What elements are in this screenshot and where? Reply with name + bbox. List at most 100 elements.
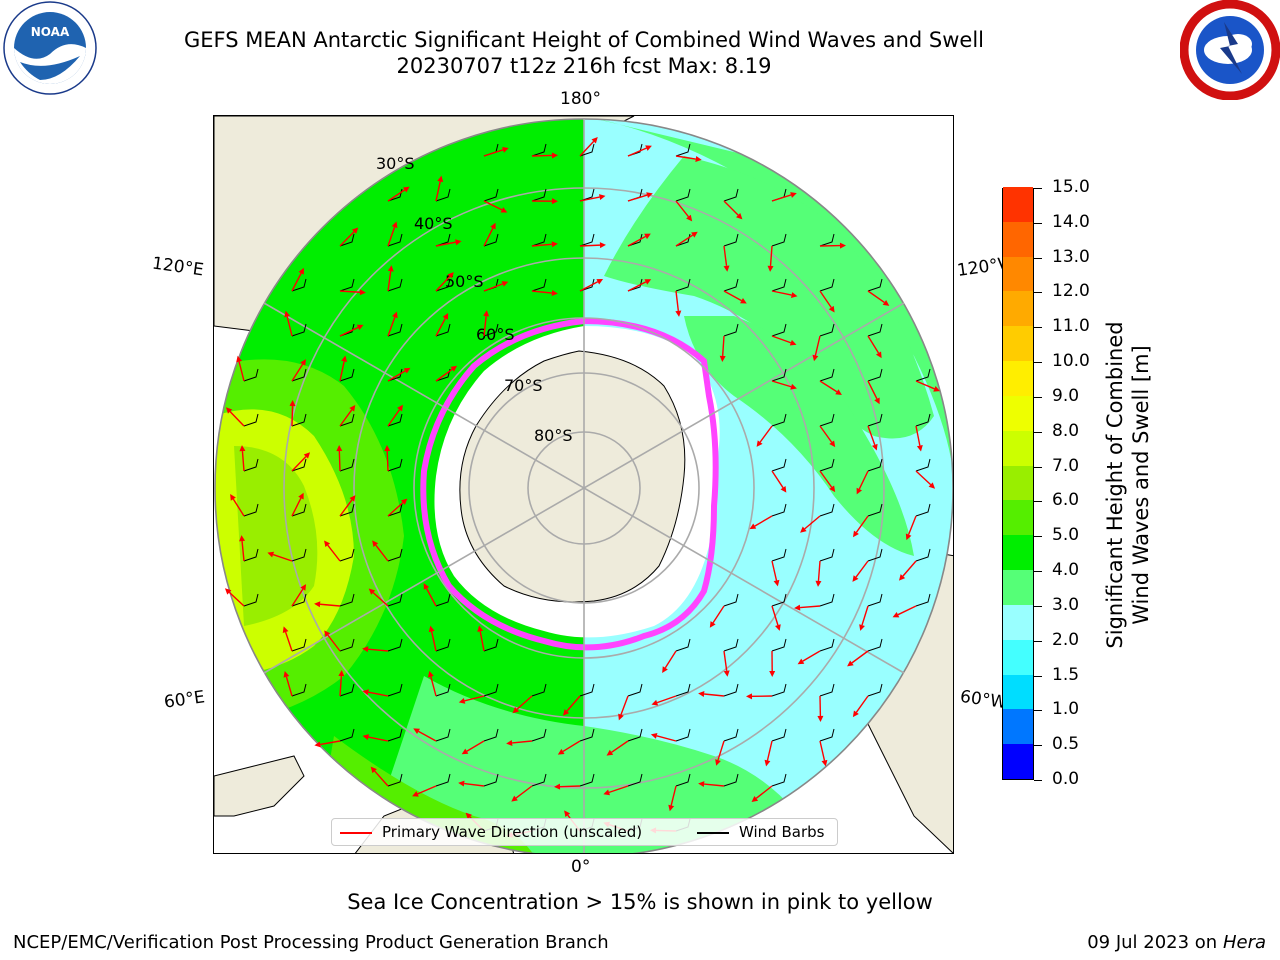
wind-barb xyxy=(339,683,355,697)
wave-arrowhead xyxy=(490,222,496,230)
wind-barb xyxy=(531,143,547,157)
colorbar-tick xyxy=(1034,396,1042,398)
wind-barb xyxy=(915,593,931,607)
wind-barb xyxy=(339,413,355,427)
map-panel: 30°S 40°S 50°S 60°S 70°S 80°S xyxy=(213,115,954,854)
wind-barb xyxy=(291,368,307,382)
wave-arrowhead xyxy=(686,214,693,222)
wave-arrow xyxy=(387,316,396,337)
wave-arrowhead xyxy=(650,732,658,739)
wind-barb xyxy=(915,548,931,562)
wave-arrow xyxy=(375,544,389,562)
colorbar-segment xyxy=(1003,430,1033,466)
wave-arrowhead xyxy=(829,485,836,493)
wave-arrowhead xyxy=(847,660,854,667)
wave-arrowhead xyxy=(351,227,359,234)
wave-arrowhead xyxy=(458,780,465,787)
footer-credit: NCEP/EMC/Verification Post Processing Pr… xyxy=(13,932,609,953)
wind-barb xyxy=(387,233,403,247)
wind-barb xyxy=(819,413,835,427)
wave-arrowhead xyxy=(773,579,780,587)
wave-arrow xyxy=(435,181,441,202)
wind-barb xyxy=(291,503,307,517)
wave-arrow xyxy=(417,785,437,795)
colorbar-segment xyxy=(1003,221,1033,257)
wind-barb xyxy=(579,233,595,247)
wave-arrowhead xyxy=(412,791,419,797)
wave-arrowhead xyxy=(324,540,331,548)
wave-arrow xyxy=(512,740,533,744)
colorbar-tick-label: 14.0 xyxy=(1052,211,1090,232)
wave-arrow xyxy=(320,740,341,746)
wind-barb xyxy=(435,188,451,202)
wind-barb xyxy=(771,773,787,787)
colorbar-tick xyxy=(1034,257,1042,259)
wave-arrow xyxy=(712,605,725,624)
colorbar-title-line1: Significant Height of Combined xyxy=(1103,321,1127,649)
colorbar-tick xyxy=(1034,327,1042,329)
wave-arrowhead xyxy=(403,367,411,374)
wave-arrow xyxy=(771,470,784,489)
wind-barb xyxy=(723,773,739,787)
wave-arrow xyxy=(675,155,696,160)
wave-arrow xyxy=(766,740,773,761)
wind-barb xyxy=(531,233,547,247)
wave-arrow xyxy=(291,405,294,427)
wave-arrowhead xyxy=(790,292,798,298)
wind-barb xyxy=(291,413,307,427)
wave-arrow xyxy=(430,676,437,697)
wind-barb xyxy=(243,548,259,562)
colorbar-segment xyxy=(1003,569,1033,605)
wave-arrowhead xyxy=(797,658,805,665)
wave-arrowhead xyxy=(413,728,420,734)
wind-barb xyxy=(867,278,883,292)
colorbar-segment xyxy=(1003,256,1033,292)
wind-barb xyxy=(915,368,931,382)
wave-arrow xyxy=(374,770,389,787)
wave-arrow xyxy=(339,231,355,247)
wind-barb xyxy=(387,683,403,697)
wind-barb xyxy=(387,728,403,742)
colorbar-segment xyxy=(1003,708,1033,745)
wave-arrowhead xyxy=(512,706,520,714)
wind-barb xyxy=(291,323,307,337)
wind-barb xyxy=(723,683,739,697)
wave-arrow xyxy=(627,281,647,292)
wave-arrow xyxy=(339,290,361,293)
wave-arrow xyxy=(241,451,245,472)
wave-arrowhead xyxy=(239,445,246,452)
wind-barb xyxy=(339,593,355,607)
wave-arrowhead xyxy=(427,670,434,678)
wind-barb xyxy=(819,503,835,517)
wind-barb xyxy=(723,188,739,202)
wind-barb xyxy=(291,458,307,472)
wave-arrow xyxy=(769,245,773,266)
wave-arrowhead xyxy=(554,783,561,790)
wave-arrow xyxy=(531,154,553,157)
wave-arrowhead xyxy=(551,290,558,297)
wind-barb xyxy=(483,683,499,697)
wave-arrowhead xyxy=(338,670,345,677)
wave-arrow xyxy=(723,290,742,302)
colorbar-title: Significant Height of Combined Wind Wave… xyxy=(1102,321,1154,648)
wave-arrowhead xyxy=(551,241,558,248)
wave-arrow xyxy=(435,368,453,382)
wave-arrowhead xyxy=(372,540,379,547)
footer-date: 09 Jul 2023 on Hera xyxy=(1087,932,1266,953)
wave-arrow xyxy=(368,691,389,697)
wave-arrowhead xyxy=(282,626,289,634)
wind-barb xyxy=(291,638,307,652)
wave-arrow xyxy=(291,456,307,472)
wave-arrow xyxy=(855,515,869,533)
wave-arrow xyxy=(466,740,485,752)
wave-arrow xyxy=(867,425,876,446)
wind-barb xyxy=(771,503,787,517)
wave-arrow xyxy=(387,226,396,247)
wind-barb xyxy=(819,458,835,472)
wave-arrow xyxy=(817,560,821,581)
wave-arrow xyxy=(723,650,728,671)
wave-arrow xyxy=(915,380,935,390)
wave-arrow xyxy=(229,411,245,427)
wind-barb xyxy=(819,638,835,652)
wave-arrowhead xyxy=(341,355,348,363)
